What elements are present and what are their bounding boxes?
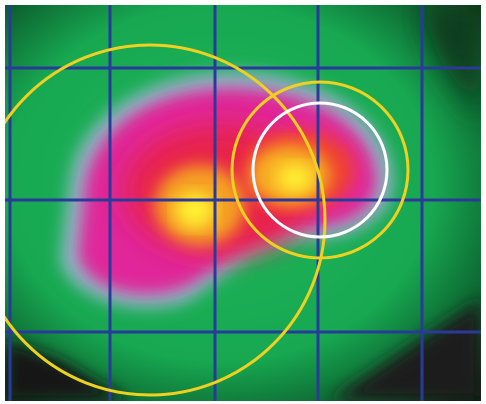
image-content (5, 5, 481, 401)
dark-edge (420, 5, 481, 120)
large-circle (5, 43, 327, 397)
dark-corner (330, 300, 481, 401)
yellow-core (175, 192, 215, 228)
inner-circle (251, 101, 389, 239)
dark-corner (5, 340, 130, 401)
medium-circle (230, 80, 410, 260)
yellow-core (277, 164, 313, 192)
